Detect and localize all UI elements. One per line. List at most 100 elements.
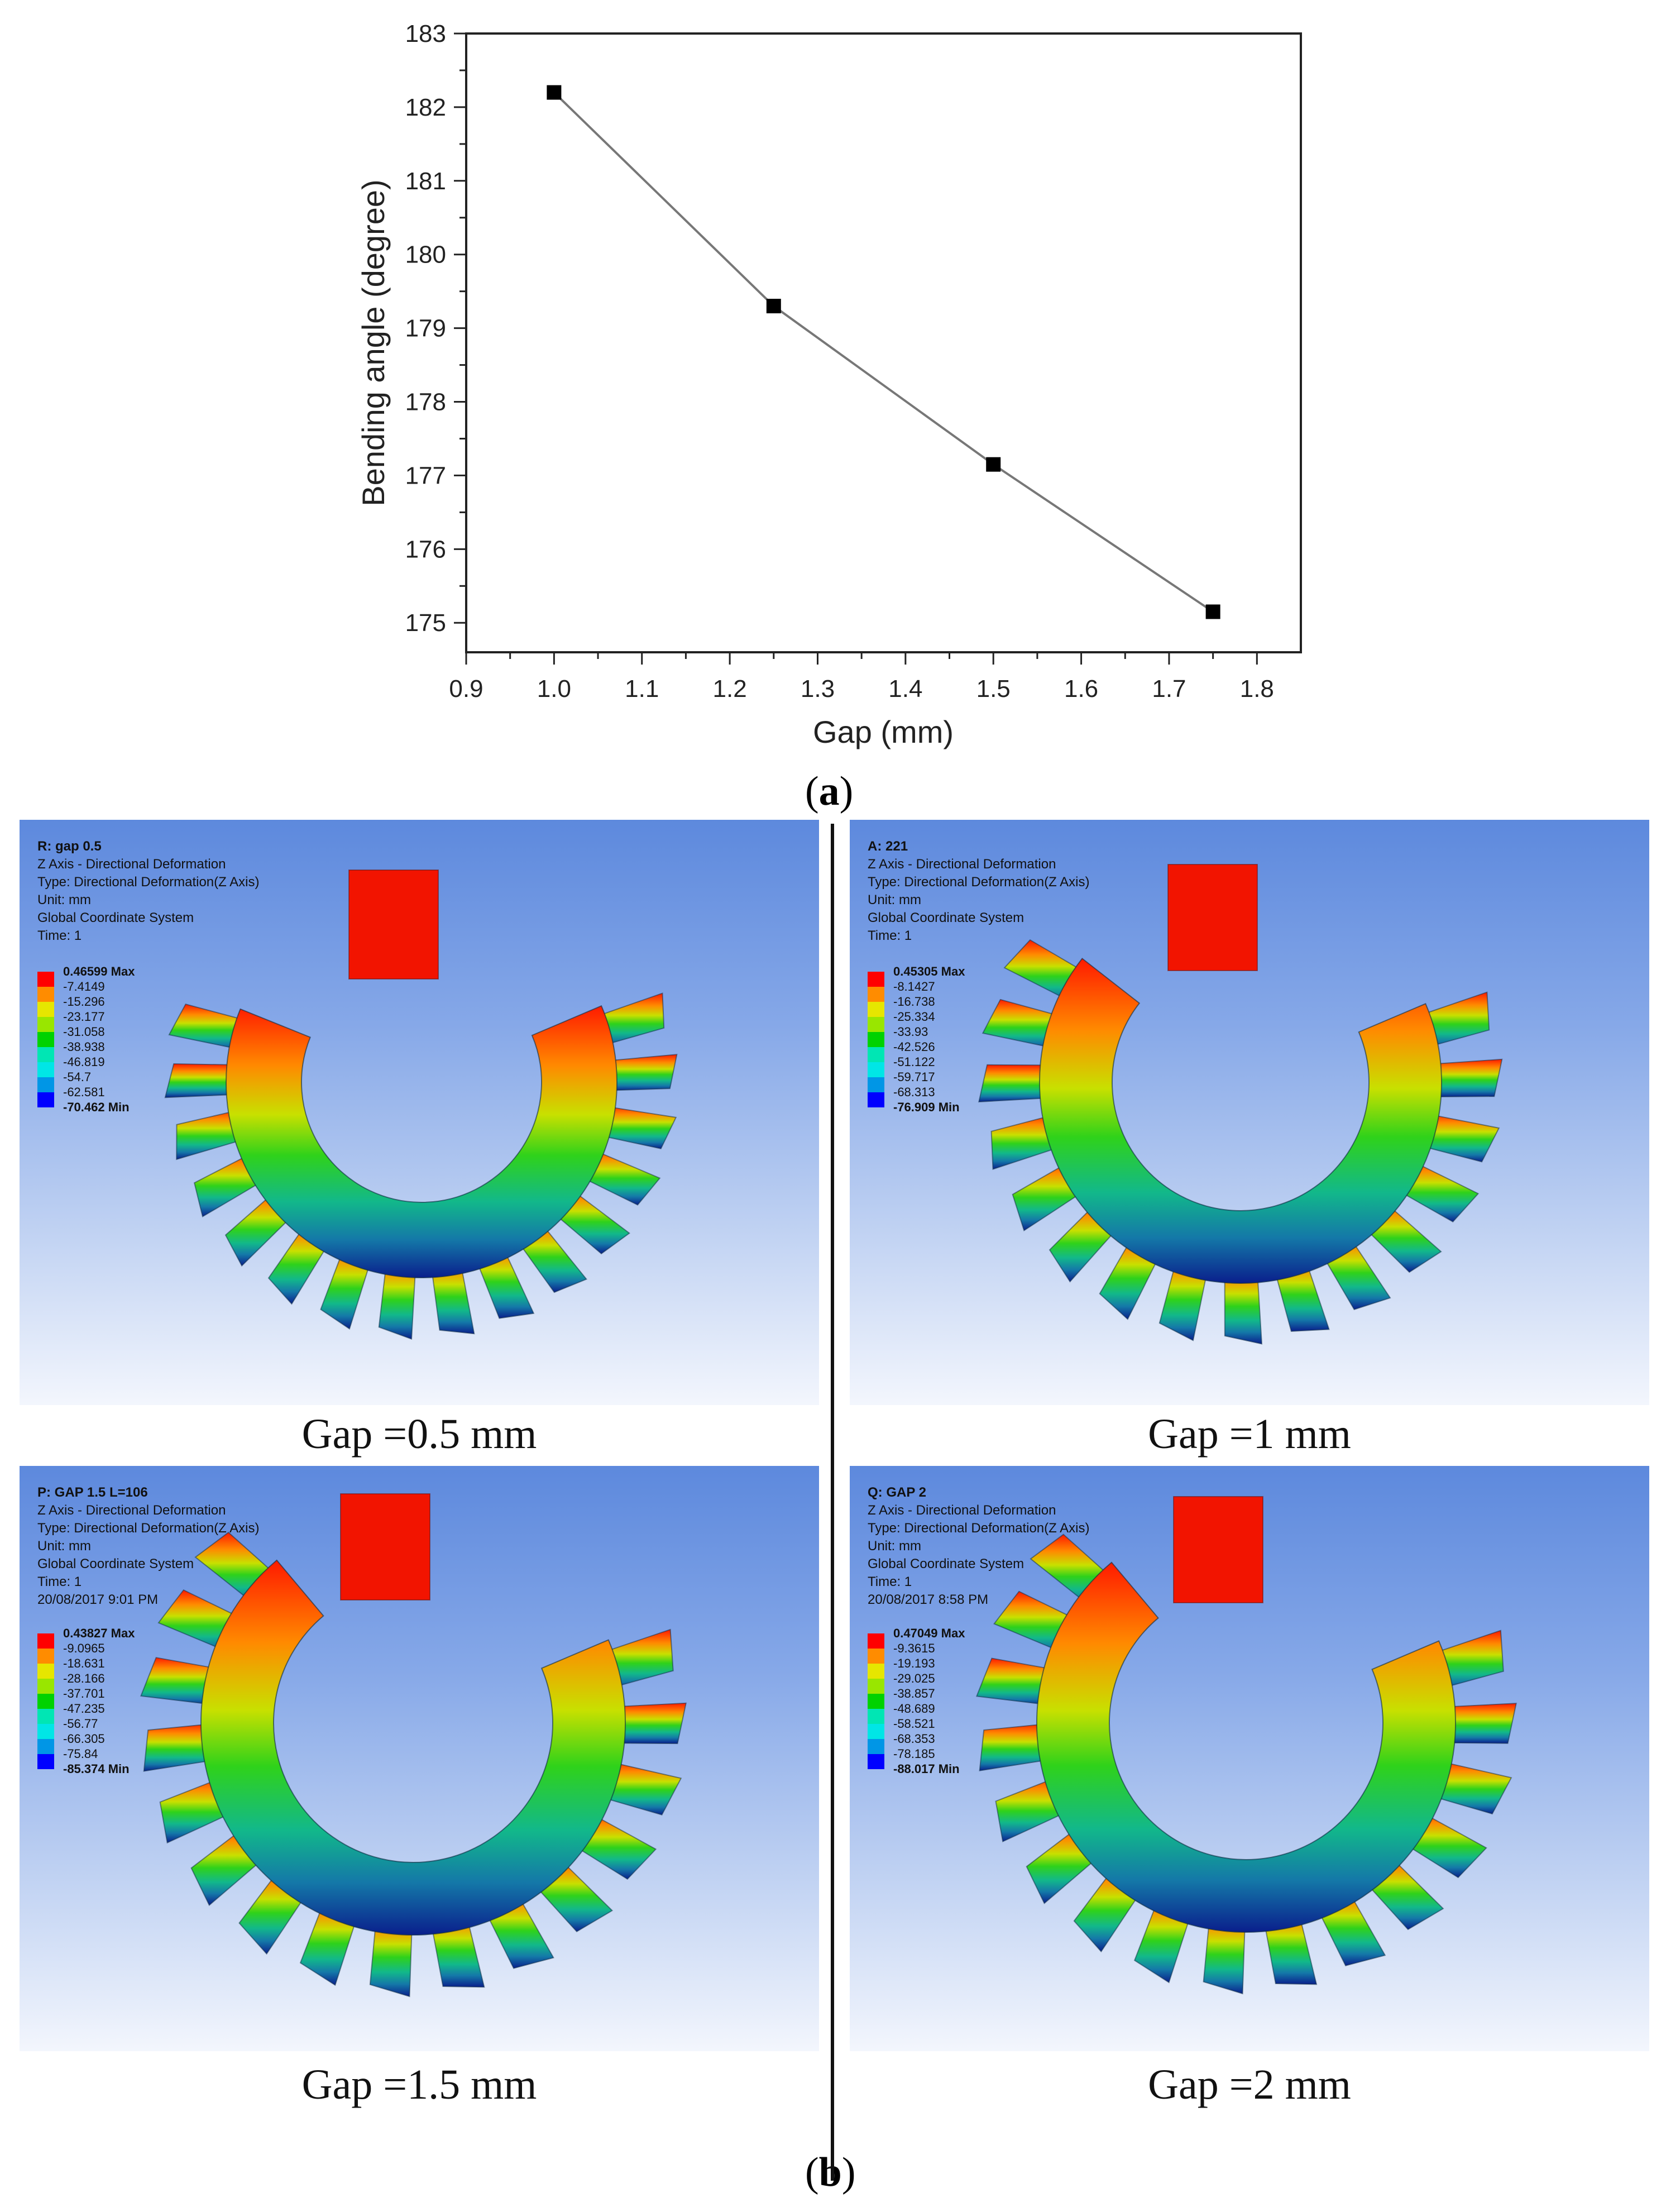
panel-info-line: Global Coordinate System <box>868 1556 1025 1571</box>
legend-row: 0.45305 Max <box>868 964 1013 987</box>
panel-info-line: Unit: mm <box>37 892 91 907</box>
panel-info-line: Type: Directional Deformation(Z Axis) <box>37 1521 260 1536</box>
panel-info-line: Type: Directional Deformation(Z Axis) <box>37 875 260 890</box>
legend-label: -46.819 <box>63 1055 105 1069</box>
panel-info-line: Unit: mm <box>868 892 921 907</box>
legend-swatch <box>868 1077 884 1092</box>
legend-row: -78.185 <box>868 1747 1013 1769</box>
panel-info-line: Type: Directional Deformation(Z Axis) <box>868 875 1090 890</box>
legend-swatch <box>868 1739 884 1754</box>
legend-row: -59.717 <box>868 1070 1013 1092</box>
legend-swatch <box>37 1649 54 1664</box>
series-markers <box>547 85 1220 619</box>
legend-swatch <box>37 1664 54 1679</box>
legend-swatch <box>868 1694 884 1709</box>
legend-label: -18.631 <box>63 1656 105 1670</box>
deformed-gear-shape <box>140 1493 687 1998</box>
figure-label-a-letter: a <box>818 768 840 814</box>
y-axis: 175 176 177 178 179 180 181 182 183 <box>405 20 466 637</box>
legend-row: -18.631 <box>37 1656 183 1679</box>
legend-row: -38.938 <box>37 1040 183 1062</box>
legend-swatch <box>37 1739 54 1754</box>
panel-info: Q: GAP 2 Z Axis - Directional Deformatio… <box>868 1484 1089 1609</box>
color-legend: 0.45305 Max -8.1427 -16.738 -25.334 -33.93 -4… <box>868 964 1013 1122</box>
legend-row: -68.353 <box>868 1732 1013 1754</box>
legend-label: 0.45305 Max <box>893 964 965 978</box>
legend-label: -19.193 <box>893 1656 935 1670</box>
panel-title: P: GAP 1.5 L=106 <box>37 1485 148 1500</box>
legend-row: -88.017 Min <box>868 1762 1013 1784</box>
figure-label-b: (b) <box>805 2149 856 2195</box>
legend-row: -42.526 <box>868 1040 1013 1062</box>
panel-info-line: Time: 1 <box>37 1574 82 1589</box>
panel-info-line: Z Axis - Directional Deformation <box>37 857 226 872</box>
legend-swatch <box>868 1709 884 1724</box>
legend-row: -37.701 <box>37 1687 183 1709</box>
legend-row: -31.058 <box>37 1025 183 1047</box>
series-line <box>553 92 1214 613</box>
panel-caption: Gap =2 mm <box>1148 2061 1351 2108</box>
legend-swatch <box>37 1002 54 1017</box>
y-tick-label: 176 <box>405 536 446 563</box>
figure-label-b-letter: b <box>819 2149 842 2195</box>
y-tick-label: 177 <box>405 462 446 489</box>
fea-panel-gap-1-5: P: GAP 1.5 L=106 Z Axis - Directional De… <box>20 1466 819 2051</box>
bending-angle-chart: 0.9 1.0 1.1 1.2 1.3 1.4 1.5 1.6 1.7 1.8 175 176 177… <box>356 20 1302 749</box>
panel-info-line: Global Coordinate System <box>37 1556 194 1571</box>
fea-panel-gap-0-5: R: gap 0.5 Z Axis - Directional Deformat… <box>20 820 819 1405</box>
x-axis-label: Gap (mm) <box>813 714 954 749</box>
plot-frame <box>465 32 1302 653</box>
panel-info-line: Z Axis - Directional Deformation <box>37 1503 226 1518</box>
legend-label: -66.305 <box>63 1732 105 1746</box>
color-legend: 0.46599 Max -7.4149 -15.296 -23.177 -31.058-… <box>37 964 183 1122</box>
panel-info-line: 20/08/2017 9:01 PM <box>37 1592 159 1607</box>
data-point <box>986 457 1001 472</box>
legend-row: -38.857 <box>868 1687 1013 1709</box>
legend-row: -16.738 <box>868 995 1013 1017</box>
legend-row: -48.689 <box>868 1702 1013 1724</box>
panel-info-line: Time: 1 <box>37 928 82 943</box>
panel-info-line: Global Coordinate System <box>868 910 1025 925</box>
legend-row: -51.122 <box>868 1055 1013 1077</box>
legend-row: -56.77 <box>37 1717 183 1739</box>
panel-info-lines: Z Axis - Directional Deformation Type: Di… <box>37 1502 259 1609</box>
legend-label: -15.296 <box>63 995 105 1009</box>
panel-info-line: Global Coordinate System <box>37 910 194 925</box>
legend-row: -47.235 <box>37 1702 183 1724</box>
legend-row: 0.47049 Max <box>868 1626 1013 1649</box>
legend-row: -7.4149 <box>37 980 183 1002</box>
legend-row: -46.819 <box>37 1055 183 1077</box>
panel-title: A: 221 <box>868 839 908 854</box>
y-tick-label: 180 <box>405 241 446 269</box>
legend-label: -23.177 <box>63 1010 105 1024</box>
panel-caption: Gap =1 mm <box>1148 1411 1351 1458</box>
panel-info-lines: Z Axis - Directional Deformation Type: Di… <box>868 1502 1089 1609</box>
legend-label: -25.334 <box>893 1010 935 1024</box>
panel-title: Q: GAP 2 <box>868 1485 926 1500</box>
data-point <box>1205 604 1220 619</box>
x-tick-label: 1.7 <box>1152 675 1186 703</box>
legend-label: -51.122 <box>893 1055 935 1069</box>
panel-info-line: Z Axis - Directional Deformation <box>868 1503 1056 1518</box>
y-axis-label: Bending angle (degree) <box>356 179 391 506</box>
legend-label: -59.717 <box>893 1070 935 1084</box>
legend-swatch <box>868 987 884 1002</box>
legend-swatch <box>868 1002 884 1017</box>
legend-label: 0.46599 Max <box>63 964 135 978</box>
legend-swatch <box>868 1017 884 1032</box>
legend-swatch <box>37 1633 54 1649</box>
legend-swatch <box>37 1017 54 1032</box>
legend-row: -75.84 <box>37 1747 183 1769</box>
legend-label: -47.235 <box>63 1702 105 1716</box>
legend-label: -31.058 <box>63 1025 105 1039</box>
x-tick-label: 1.6 <box>1064 675 1098 703</box>
legend-swatch <box>868 1754 884 1769</box>
legend-swatch <box>868 1032 884 1047</box>
legend-label: -16.738 <box>893 995 935 1009</box>
legend-label: -9.0965 <box>63 1641 105 1655</box>
gear-ring <box>1036 1561 1456 1933</box>
legend-label: -9.3615 <box>893 1641 935 1655</box>
legend-swatch <box>868 1062 884 1077</box>
panel-info-lines: Z Axis - Directional Deformation Type: Di… <box>868 856 1089 945</box>
legend-swatch <box>868 972 884 987</box>
